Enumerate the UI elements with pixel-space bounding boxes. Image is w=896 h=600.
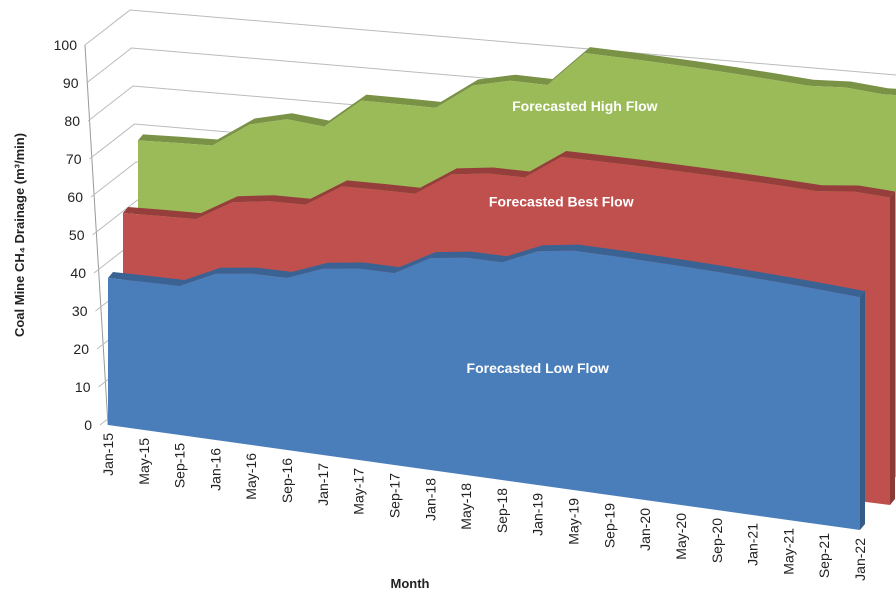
x-tick-label: Sep-17: [387, 473, 403, 518]
x-tick-label: May-19: [566, 498, 582, 545]
y-tick-label: 20: [73, 341, 89, 357]
x-tick-label: Jan-20: [637, 508, 653, 551]
area-top: [123, 151, 895, 220]
series-label: Forecasted High Flow: [512, 98, 658, 114]
x-tick-label: May-21: [780, 528, 796, 575]
x-tick-label: May-15: [136, 438, 152, 485]
axis-line: [84, 44, 109, 426]
y-tick-label: 70: [66, 151, 82, 167]
y-tick-label: 50: [69, 227, 85, 243]
x-tick-label: Sep-16: [279, 458, 295, 503]
x-tick-label: Sep-15: [172, 443, 188, 488]
x-tick-label: May-16: [243, 453, 259, 500]
x-tick-label: Sep-19: [601, 503, 617, 548]
x-tick-label: Jan-15: [100, 433, 116, 476]
y-tick-label: 100: [54, 37, 78, 53]
y-tick-label: 0: [84, 417, 92, 433]
x-tick-label: Jan-18: [422, 478, 438, 521]
x-tick-label: Sep-20: [709, 518, 725, 563]
series-label: Forecasted Best Flow: [489, 194, 634, 210]
y-tick-label: 90: [63, 75, 79, 91]
x-tick-label: Jan-19: [530, 493, 546, 536]
x-tick-label: Jan-16: [207, 448, 223, 491]
x-tick-label: May-20: [673, 513, 689, 560]
x-tick-label: May-18: [458, 483, 474, 530]
area-top: [138, 47, 896, 146]
y-tick-label: 80: [64, 113, 80, 129]
area-side: [890, 191, 895, 505]
x-tick-label: Jan-22: [852, 538, 868, 581]
y-tick-label: 30: [72, 303, 88, 319]
area: [108, 250, 860, 530]
x-tick-label: Sep-21: [816, 533, 832, 578]
x-tick-label: Sep-18: [494, 488, 510, 533]
x-tick-label: Jan-17: [315, 463, 331, 506]
grid-line: [84, 9, 896, 76]
x-tick-label: May-17: [351, 468, 367, 515]
area-top: [108, 244, 865, 298]
series-label: Forecasted Low Flow: [467, 360, 609, 376]
x-axis-title: Month: [391, 576, 430, 591]
y-tick-label: 60: [67, 189, 83, 205]
y-tick-label: 10: [75, 379, 91, 395]
y-axis-title: Coal Mine CH₄ Drainage (m³/min): [12, 133, 27, 337]
area-side: [860, 291, 865, 530]
x-tick-label: Jan-21: [745, 523, 761, 566]
y-tick-label: 40: [70, 265, 86, 281]
